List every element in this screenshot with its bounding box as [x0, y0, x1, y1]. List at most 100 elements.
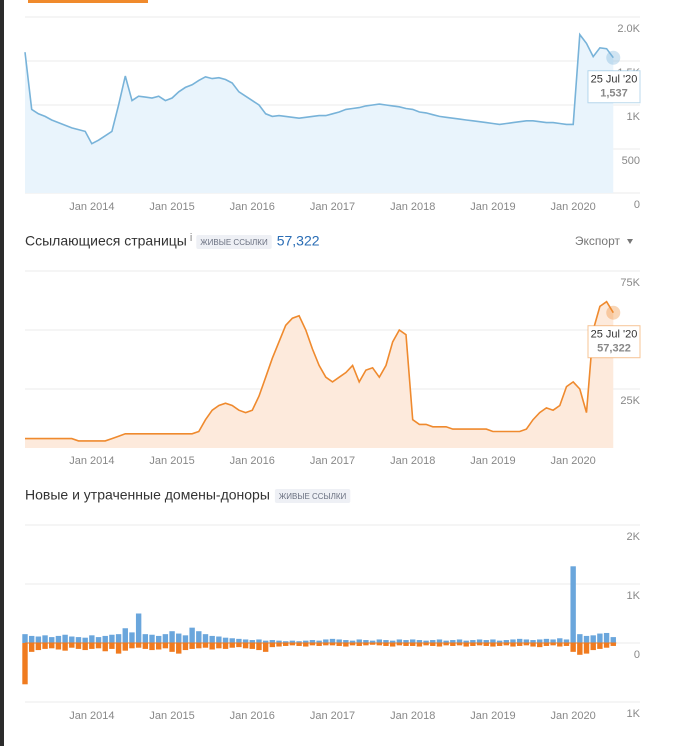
bar	[356, 639, 362, 643]
bar	[169, 643, 175, 652]
bar	[403, 643, 409, 646]
bar	[276, 643, 282, 647]
x-tick-label: Jan 2020	[551, 455, 596, 467]
bar	[496, 643, 503, 646]
bar	[62, 643, 68, 651]
bar	[550, 643, 556, 646]
x-tick-label: Jan 2015	[149, 201, 194, 213]
bar	[22, 643, 28, 685]
bar	[383, 640, 389, 643]
y-tick-label: 1K	[627, 708, 641, 720]
bar	[423, 640, 429, 643]
info-icon: i	[190, 232, 192, 244]
bar	[176, 643, 182, 654]
y-tick-label: 1K	[627, 590, 641, 602]
export-arrow	[627, 239, 633, 244]
tooltip-box	[587, 325, 641, 359]
bar	[603, 643, 610, 648]
bar	[303, 643, 309, 647]
bar	[557, 643, 563, 647]
bar	[590, 635, 596, 643]
bar	[470, 640, 476, 643]
bar	[516, 643, 523, 646]
bar	[403, 640, 409, 643]
y-tick-label: 500	[622, 155, 640, 167]
bar	[89, 643, 95, 649]
bar	[550, 639, 556, 643]
bar	[256, 639, 262, 643]
x-tick-label: Jan 2018	[390, 455, 435, 467]
bar	[109, 634, 115, 643]
bar	[202, 634, 209, 643]
hover-point	[606, 50, 621, 65]
badge: ЖИВЫЕ ССЫЛКИ	[200, 238, 268, 247]
bar	[229, 638, 235, 643]
bar	[543, 643, 550, 646]
bar	[316, 640, 322, 643]
y-tick-label: 75K	[620, 277, 640, 289]
bar	[55, 635, 62, 643]
bar	[376, 639, 382, 643]
bar	[236, 638, 242, 643]
bar	[563, 639, 570, 643]
x-tick-label: Jan 2017	[310, 201, 355, 213]
bar	[336, 643, 342, 646]
bar	[363, 640, 369, 643]
badge: ЖИВЫЕ ССЫЛКИ	[279, 492, 347, 501]
bar	[115, 643, 122, 654]
line	[24, 32, 614, 145]
bar	[483, 640, 489, 643]
bar	[349, 643, 356, 646]
y-tick-label: 2K	[627, 531, 641, 543]
bar	[256, 643, 262, 651]
bar	[242, 643, 249, 649]
bar	[142, 643, 149, 649]
bar	[516, 638, 523, 643]
bar	[196, 631, 202, 643]
bar	[303, 640, 309, 643]
bar	[510, 639, 516, 643]
bar	[155, 635, 162, 643]
tooltip-value: 57,322	[597, 343, 631, 355]
active-tab-indicator	[28, 0, 148, 3]
bar	[95, 643, 102, 649]
x-tick-label: Jan 2017	[310, 710, 355, 722]
bar	[343, 640, 349, 643]
bar	[35, 643, 42, 651]
bar	[182, 635, 189, 643]
bar	[216, 636, 222, 643]
x-tick-label: Jan 2014	[69, 201, 114, 213]
bar	[443, 643, 449, 646]
x-tick-label: Jan 2020	[551, 710, 596, 722]
bar	[570, 643, 576, 652]
bar	[430, 640, 436, 643]
bar	[543, 638, 550, 643]
bar	[329, 638, 336, 643]
bar	[349, 640, 356, 643]
bar	[343, 643, 349, 647]
bar	[122, 628, 128, 643]
bar	[49, 643, 55, 649]
bar	[597, 633, 603, 643]
badge-bg	[196, 235, 272, 249]
bar	[149, 643, 155, 651]
bar	[503, 643, 510, 646]
bar	[28, 643, 35, 652]
bar	[610, 643, 616, 646]
y-tick-label: 2.0K	[617, 23, 640, 35]
bar	[95, 637, 102, 643]
bar	[262, 643, 269, 652]
bar	[356, 643, 362, 646]
tooltip-date: 25 Jul '20	[591, 74, 638, 86]
bar	[309, 643, 316, 646]
x-tick-label: Jan 2018	[390, 710, 435, 722]
bar	[423, 643, 429, 646]
bar	[269, 640, 276, 643]
bar	[563, 643, 570, 646]
bar	[22, 634, 28, 643]
bar	[122, 643, 128, 651]
bar	[149, 634, 155, 643]
bar	[28, 635, 35, 643]
bar	[570, 566, 576, 643]
